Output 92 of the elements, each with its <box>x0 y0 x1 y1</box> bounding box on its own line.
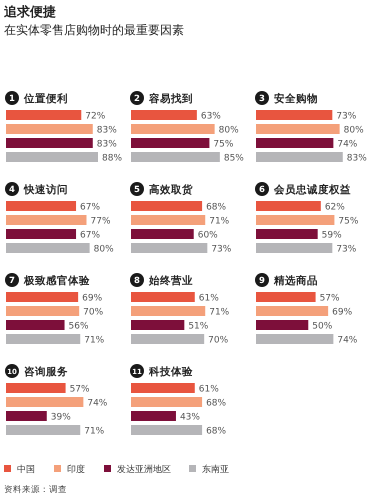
bar <box>6 292 78 302</box>
text: 追求便捷 <box>3 4 56 20</box>
bar <box>131 292 195 302</box>
chart-title: 4 快速访问 <box>9 183 68 196</box>
bar <box>256 201 321 211</box>
legend-label: 印度 <box>67 464 85 475</box>
bar <box>6 383 66 393</box>
data-label: 39% <box>50 412 72 422</box>
bar <box>256 124 340 134</box>
data-label: 61% <box>198 294 220 304</box>
data-label: 83% <box>346 154 368 164</box>
bar <box>256 306 328 316</box>
bar <box>256 229 318 239</box>
bar <box>6 334 80 344</box>
bar <box>256 215 334 225</box>
chart-title: 2 容易找到 <box>134 92 193 105</box>
data-label: 88% <box>102 154 122 164</box>
bar <box>131 138 210 148</box>
legend-label: 中国 <box>17 464 35 475</box>
bar <box>6 411 47 421</box>
bar <box>256 334 334 344</box>
bar <box>131 306 206 316</box>
bar <box>131 215 206 225</box>
data-label: 51% <box>188 322 209 332</box>
bar <box>131 110 197 120</box>
data-label: 62% <box>324 202 346 212</box>
text: 资料来源：调查 <box>4 484 67 495</box>
data-label: 83% <box>96 140 118 150</box>
data-label: 74% <box>337 140 358 150</box>
bar <box>256 110 332 120</box>
data-label: 56% <box>68 322 89 332</box>
chart-title: 8 始终营业 <box>134 274 193 287</box>
data-label: 80% <box>218 126 240 136</box>
chart-title: 7 极致感官体验 <box>9 274 91 287</box>
data-label: 80% <box>94 244 114 254</box>
bar <box>6 397 84 407</box>
data-label: 50% <box>312 322 333 332</box>
legend-label: 东南亚 <box>202 464 229 475</box>
data-label: 80% <box>344 126 364 136</box>
chart-title: 9 精选商品 <box>259 274 318 287</box>
bar <box>131 152 220 162</box>
data-label: 74% <box>337 336 358 346</box>
chart-title: 1 位置便利 <box>9 92 68 105</box>
data-label: 57% <box>70 384 90 394</box>
data-label: 68% <box>206 398 227 408</box>
data-label: 72% <box>85 112 106 122</box>
data-label: 73% <box>336 112 357 122</box>
bar <box>131 320 184 330</box>
bar <box>131 229 194 239</box>
data-label: 59% <box>322 230 342 240</box>
bar <box>256 243 332 253</box>
bar <box>131 201 202 211</box>
data-label: 61% <box>198 384 220 394</box>
bar <box>131 124 215 134</box>
data-label: 74% <box>87 398 108 408</box>
bar <box>256 292 316 302</box>
data-label: 71% <box>84 336 105 346</box>
bar <box>6 320 65 330</box>
data-label: 68% <box>206 426 227 436</box>
bar <box>131 243 208 253</box>
bar <box>256 138 334 148</box>
data-label: 71% <box>209 216 230 226</box>
data-label: 71% <box>84 426 105 436</box>
data-label: 67% <box>80 230 100 240</box>
data-label: 75% <box>213 140 234 150</box>
chart-title: 3 安全购物 <box>259 92 318 105</box>
data-label: 70% <box>83 308 104 318</box>
data-label: 85% <box>224 154 244 164</box>
bar <box>256 320 308 330</box>
data-label: 73% <box>211 244 232 254</box>
bar <box>131 334 204 344</box>
bar <box>6 306 80 316</box>
text: 在实体零售店购物时的最重要因素 <box>4 23 184 37</box>
legend-label: 发达亚洲地区 <box>117 464 171 475</box>
data-label: 69% <box>82 294 103 304</box>
data-label: 43% <box>180 412 200 422</box>
chart-title: 5 高效取货 <box>134 183 194 196</box>
data-label: 75% <box>338 216 359 226</box>
data-label: 68% <box>206 202 227 212</box>
data-label: 67% <box>80 202 100 212</box>
chart-title: 6 会员忠诚度权益 <box>259 183 351 196</box>
data-label: 57% <box>320 294 340 304</box>
data-label: 83% <box>96 126 118 136</box>
bar <box>6 425 80 435</box>
data-label: 73% <box>336 244 357 254</box>
data-label: 71% <box>209 308 230 318</box>
bar <box>256 152 343 162</box>
data-label: 69% <box>332 308 353 318</box>
data-label: 77% <box>90 216 111 226</box>
data-label: 60% <box>198 230 218 240</box>
data-label: 63% <box>200 112 222 122</box>
data-label: 70% <box>208 336 229 346</box>
